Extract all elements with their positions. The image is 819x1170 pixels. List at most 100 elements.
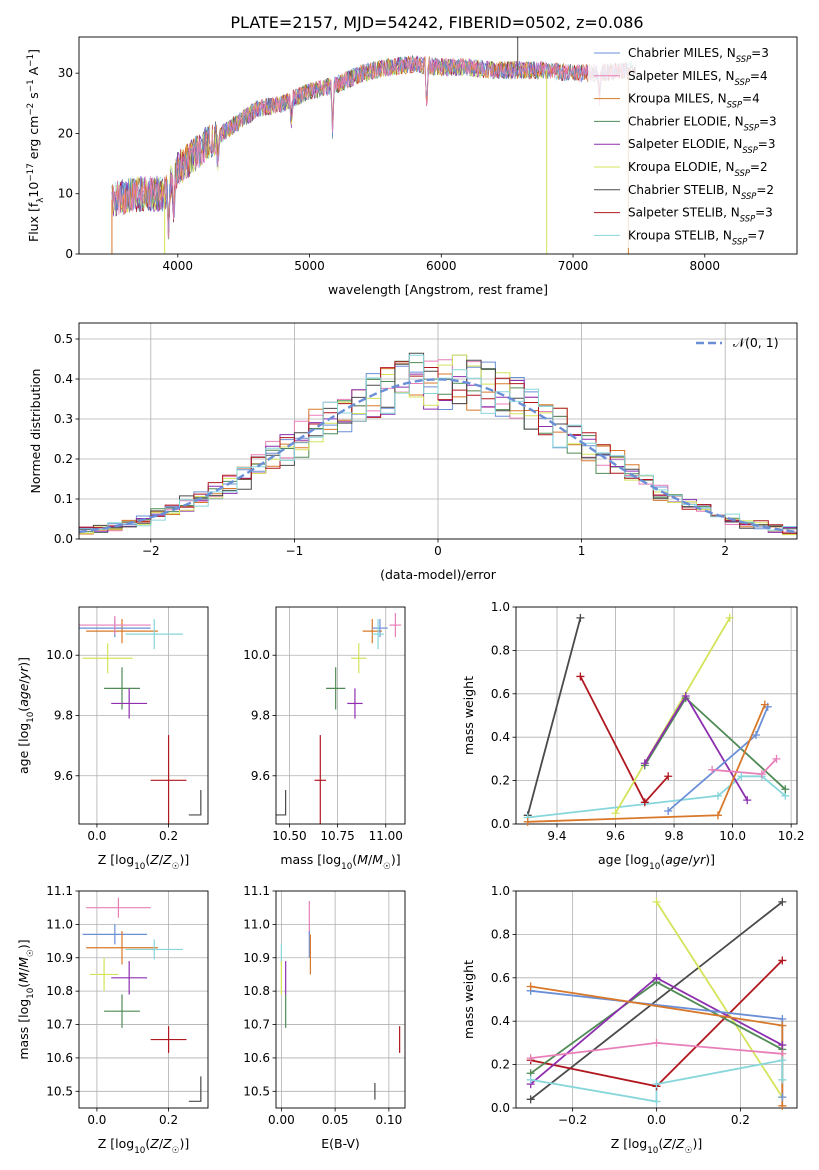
mass-weight-line-kroupa_elodie [614,617,731,814]
mass-weight-marker [576,613,585,622]
y-tick-label: 10.8 [46,984,73,998]
x-tick-label: 8000 [690,259,721,273]
y-tick-label: 10.8 [243,984,270,998]
x-tick-label: 0.10 [376,1113,403,1127]
x-axis-label: wavelength [Angstrom, rest frame] [328,282,548,297]
x-tick-label: 9.4 [547,829,566,843]
y-tick-label: 11.0 [243,917,270,931]
x-tick-label: −2 [142,544,160,558]
y-tick-label: 20 [58,126,73,140]
x-axis-label: (data-model)/error [380,567,497,582]
plot-age_vs_z: 0.0 0.2 9.6 9.8 10.0 Z [log10(Z/Z☉)] age [log1… [16,606,209,872]
error-bar-corner [188,1076,202,1102]
histogram-step-kroupa_stelib [79,354,797,531]
legend-label: Chabrier STELIB, NSSP=2 [628,183,774,201]
mass-weight-marker [781,785,790,794]
figure-title: PLATE=2157, MJD=54242, FIBERID=0502, z=0… [230,13,643,32]
x-tick-label: 9.6 [606,829,625,843]
y-tick-label: 10 [58,187,73,201]
y-tick-label: 0.8 [491,927,510,941]
mass-weight-marker [778,1093,787,1102]
mass-weight-line-chabrier_stelib [530,901,783,1101]
y-axis-label: Normed distribution [28,369,43,494]
error-bar-corner [276,789,287,816]
mass-weight-marker [640,759,649,768]
y-tick-label: 0.1 [54,492,73,506]
plot-mass_weight_vs_age: 9.4 9.6 9.8 10.0 10.2 0.0 0.2 0.4 0.6 0.8 1.0 age [… [461,600,805,872]
mass-weight-marker [757,770,766,779]
mass-weight-marker [778,1075,787,1084]
plot-area [276,891,405,1108]
y-tick-label: 10.7 [243,1018,270,1032]
y-tick-label: 0.6 [491,971,510,985]
mass-weight-marker [652,1080,661,1089]
mass-weight-marker [713,791,722,800]
x-axis-label: Z [log10(Z/Z☉)] [98,852,190,872]
mass-weight-marker [664,806,673,815]
y-tick-label: 10.6 [243,1051,270,1065]
x-tick-label: 0 [434,544,442,558]
y-tick-label: 0.6 [491,687,510,701]
legend-label: Salpeter MILES, NSSP=4 [628,69,768,87]
mass-weight-marker [752,731,761,740]
y-tick-label: 0.5 [54,332,73,346]
x-tick-label: 0.2 [731,1113,750,1127]
x-tick-label: 0.00 [268,1113,295,1127]
x-axis-label: Z [log10(Z/Z☉)] [98,1136,190,1156]
y-tick-label: 0.8 [491,643,510,657]
legend-box [588,43,794,248]
x-tick-label: 5000 [294,259,325,273]
plot-area [516,607,797,824]
mass-weight-marker [664,772,673,781]
axes-frame [275,606,406,825]
y-tick-label: 0.4 [54,372,73,386]
mass-weight-marker [778,1056,787,1065]
x-axis-label: E(B-V) [321,1136,360,1151]
spectrum-line-kroupa_stelib [111,55,637,227]
y-tick-label: 9.8 [251,709,270,723]
mass-weight-marker [652,973,661,982]
mass-weight-marker [652,1038,661,1047]
legend-label: 𝒩(0, 1) [733,335,779,350]
y-tick-label: 0.3 [54,412,73,426]
y-tick-label: 11.1 [46,884,73,898]
y-tick-label: 0.2 [54,452,73,466]
x-axis-label: mass [log10(M/M☉)] [280,852,400,872]
y-tick-label: 10.0 [46,648,73,662]
spectrum-line-kroupa_miles [111,55,629,224]
y-axis-label: mass weight [461,960,476,1039]
x-tick-label: 10.50 [272,829,306,843]
axes-frame [275,890,406,1109]
y-tick-label: 10.9 [46,951,73,965]
plot-area [276,607,405,824]
plot-mass_vs_z: 0.0 0.2 10.5 10.6 10.7 10.8 10.9 11.0 11.1 Z [log… [16,884,209,1156]
spectrum-line-chabrier_stelib [111,55,637,224]
x-tick-label: 1 [578,544,586,558]
mass-weight-marker [576,672,585,681]
x-tick-label: 0.2 [159,1113,178,1127]
y-tick-label: 0.0 [54,532,73,546]
spectrum-line-salpeter_miles [111,55,629,239]
x-tick-label: 9.8 [665,829,684,843]
plot-mass_weight_vs_z: −0.2 0.0 0.2 0.0 0.2 0.4 0.6 0.8 1.0 Z [log10(Z/Z… [461,884,798,1156]
mass-weight-marker [681,691,690,700]
x-tick-label: 6000 [426,259,457,273]
plot-area [79,607,208,824]
y-tick-label: 9.8 [54,709,73,723]
axes-frame [515,606,798,825]
x-tick-label: 0.0 [647,1113,666,1127]
x-tick-label: 0.05 [322,1113,349,1127]
legend-label: Salpeter STELIB, NSSP=3 [628,206,773,224]
x-tick-label: 10.2 [778,829,805,843]
plot-age_vs_mass: 10.50 10.75 11.00 9.6 9.8 10.0 mass [log10(M/M… [243,606,406,872]
mass-weight-marker [526,1075,535,1084]
mass-weight-marker [713,811,722,820]
x-tick-label: −0.2 [558,1113,587,1127]
x-tick-label: 10.0 [719,829,746,843]
plot-spectrum: 4000 5000 6000 7000 8000 0 10 20 30 wavelength [A… [26,36,798,297]
axes-frame [78,322,798,540]
y-tick-label: 10.5 [46,1084,73,1098]
x-tick-label: −1 [286,544,304,558]
mass-weight-marker [523,817,532,826]
